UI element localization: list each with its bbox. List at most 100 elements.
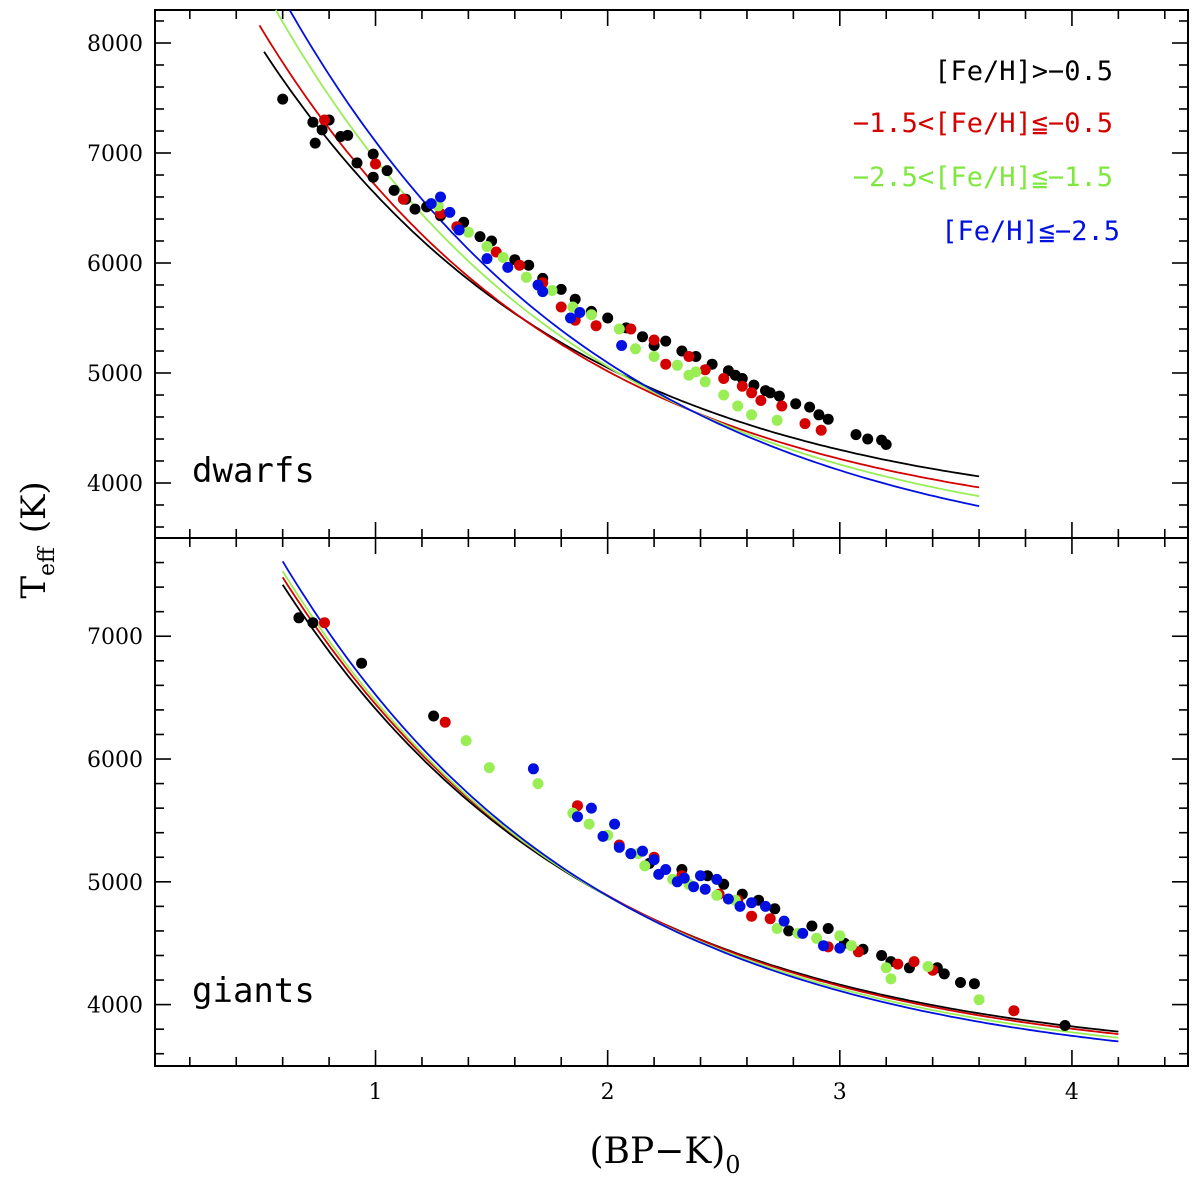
giants-point-1-5lt-fe-h-le-0-5 [319,617,330,629]
dwarfs-point-2-5lt-fe-h-le-1-5 [746,409,758,421]
legend-entry-fe-h-below-minus-2-5: [Fe/H]≦−2.5 [941,216,1120,247]
dwarfs-point-fe-h-gt-0-5 [773,390,785,402]
giants-point-2-5lt-fe-h-le-1-5 [583,818,595,830]
y-axis-title-unit: (K) [14,481,54,533]
giants-data-points [293,612,1071,1031]
giants-point-fe-h-le-2-5 [688,881,700,893]
giants-fit-curves [281,560,1119,1043]
dwarfs-fit-curves [258,9,980,507]
dwarfs-point-1-5lt-fe-h-le-0-5 [660,358,672,370]
x-tick-label: 3 [833,1080,847,1105]
giants-y-tick-label: 7000 [87,625,143,650]
dwarfs-point-fe-h-gt-0-5 [602,312,614,324]
dwarfs-point-2-5lt-fe-h-le-1-5 [732,400,744,412]
dwarfs-point-2-5lt-fe-h-le-1-5 [585,309,597,321]
giants-y-tick-label: 6000 [87,748,143,773]
giants-point-fe-h-le-2-5 [818,940,829,952]
dwarfs-y-tick-label: 8000 [87,32,143,57]
giants-point-1-5lt-fe-h-le-0-5 [908,956,920,968]
giants-fit-2-5lt-fe-h-le-1-5 [281,570,1119,1039]
dwarfs-point-fe-h-gt-0-5 [764,387,776,399]
dwarfs-y-tick-label: 5000 [87,362,143,387]
dwarfs-panel-label: dwarfs [192,451,315,491]
x-tick-label: 2 [601,1080,615,1105]
dwarfs-point-fe-h-gt-0-5 [555,283,567,295]
dwarfs-point-1-5lt-fe-h-le-0-5 [555,301,567,313]
y-axis-title-subscript: eff [35,546,60,576]
dwarfs-point-1-5lt-fe-h-le-0-5 [746,387,758,399]
dwarfs-fit-fe-h-le-2-5 [288,9,980,507]
dwarfs-point-fe-h-gt-0-5 [381,165,393,177]
dwarfs-point-fe-h-gt-0-5 [813,409,825,421]
dwarfs-point-1-5lt-fe-h-le-0-5 [397,193,409,205]
dwarfs-point-2-5lt-fe-h-le-1-5 [630,343,641,355]
giants-panel-label: giants [192,971,315,1011]
dwarfs-point-1-5lt-fe-h-le-0-5 [736,380,748,392]
dwarfs-point-fe-h-gt-0-5 [790,398,802,410]
giants-point-fe-h-le-2-5 [597,830,609,842]
giants-point-fe-h-gt-0-5 [806,920,818,932]
giants-point-fe-h-gt-0-5 [769,903,781,915]
dwarfs-point-2-5lt-fe-h-le-1-5 [497,252,509,263]
dwarfs-point-fe-h-le-2-5 [565,312,576,324]
giants-y-tick-label: 5000 [87,871,143,896]
x-tick-label: 4 [1065,1080,1079,1105]
giants-point-fe-h-gt-0-5 [356,657,368,669]
dwarfs-y-tick-label: 6000 [87,252,143,277]
dwarfs-point-2-5lt-fe-h-le-1-5 [699,376,711,388]
legend-entry-fe-h-minus-1-5-to-minus-0-5: −1.5<[Fe/H]≦−0.5 [853,108,1113,139]
dwarfs-point-fe-h-le-2-5 [616,340,628,351]
giants-point-fe-h-le-2-5 [734,900,746,912]
giants-point-fe-h-gt-0-5 [876,950,888,961]
giants-point-1-5lt-fe-h-le-0-5 [439,716,451,728]
y-axis-title: Teff (K) [14,481,60,598]
dwarfs-point-fe-h-gt-0-5 [316,124,328,136]
x-axis-title-subscript: 0 [725,1151,740,1179]
giants-point-2-5lt-fe-h-le-1-5 [922,961,934,972]
dwarfs-point-fe-h-gt-0-5 [523,259,535,271]
dwarfs-point-1-5lt-fe-h-le-0-5 [718,373,730,384]
dwarfs-point-fe-h-gt-0-5 [351,157,363,169]
dwarfs-y-tick-label: 7000 [87,142,143,167]
dwarfs-point-1-5lt-fe-h-le-0-5 [370,158,381,170]
giants-point-fe-h-le-2-5 [834,942,846,954]
legend-entry-fe-h-minus-2-5-to-minus-1-5: −2.5<[Fe/H]≦−1.5 [853,162,1113,193]
x-axis-tick-labels: 1 2 3 4 [369,1080,1079,1105]
giants-y-tick-label: 4000 [87,994,143,1019]
legend-entry-fe-h-above-minus-0-5: [Fe/H]>−0.5 [934,56,1113,87]
dwarfs-point-fe-h-le-2-5 [574,307,586,318]
dwarfs-point-1-5lt-fe-h-le-0-5 [776,400,788,412]
giants-point-fe-h-le-2-5 [778,915,790,927]
giants-fit-fe-h-gt-0-5 [281,584,1119,1033]
dwarfs-point-2-5lt-fe-h-le-1-5 [546,285,558,296]
giants-point-2-5lt-fe-h-le-1-5 [885,973,897,985]
dwarfs-point-fe-h-gt-0-5 [367,148,379,160]
legend: [Fe/H]>−0.5 −1.5<[Fe/H]≦−0.5 −2.5<[Fe/H]… [853,56,1120,247]
dwarfs-point-fe-h-gt-0-5 [367,171,379,183]
dwarfs-point-2-5lt-fe-h-le-1-5 [671,359,683,371]
giants-point-1-5lt-fe-h-le-0-5 [1008,1005,1020,1017]
dwarfs-point-fe-h-gt-0-5 [804,401,816,413]
giants-point-fe-h-gt-0-5 [428,710,440,722]
giants-point-fe-h-le-2-5 [711,873,723,885]
x-axis-title: (BP−K)0 [589,1131,740,1179]
dwarfs-point-fe-h-le-2-5 [502,261,514,273]
giants-point-2-5lt-fe-h-le-1-5 [845,940,857,952]
dwarfs-fit-2-5lt-fe-h-le-1-5 [274,9,980,498]
giants-point-fe-h-le-2-5 [585,802,597,814]
dwarfs-point-2-5lt-fe-h-le-1-5 [520,271,532,283]
dwarfs-point-fe-h-gt-0-5 [822,413,834,425]
dwarfs-point-1-5lt-fe-h-le-0-5 [319,114,330,126]
giants-point-2-5lt-fe-h-le-1-5 [880,962,892,974]
dwarfs-point-1-5lt-fe-h-le-0-5 [590,320,602,332]
dwarfs-point-fe-h-le-2-5 [425,198,437,210]
dwarfs-point-1-5lt-fe-h-le-0-5 [699,364,711,376]
giants-point-fe-h-le-2-5 [722,893,734,905]
dwarfs-point-fe-h-gt-0-5 [409,203,421,215]
dwarfs-point-fe-h-gt-0-5 [660,335,672,347]
giants-point-fe-h-le-2-5 [746,897,758,909]
dwarfs-point-2-5lt-fe-h-le-1-5 [718,389,730,401]
dwarfs-point-1-5lt-fe-h-le-0-5 [683,351,695,362]
giants-point-2-5lt-fe-h-le-1-5 [532,778,544,790]
